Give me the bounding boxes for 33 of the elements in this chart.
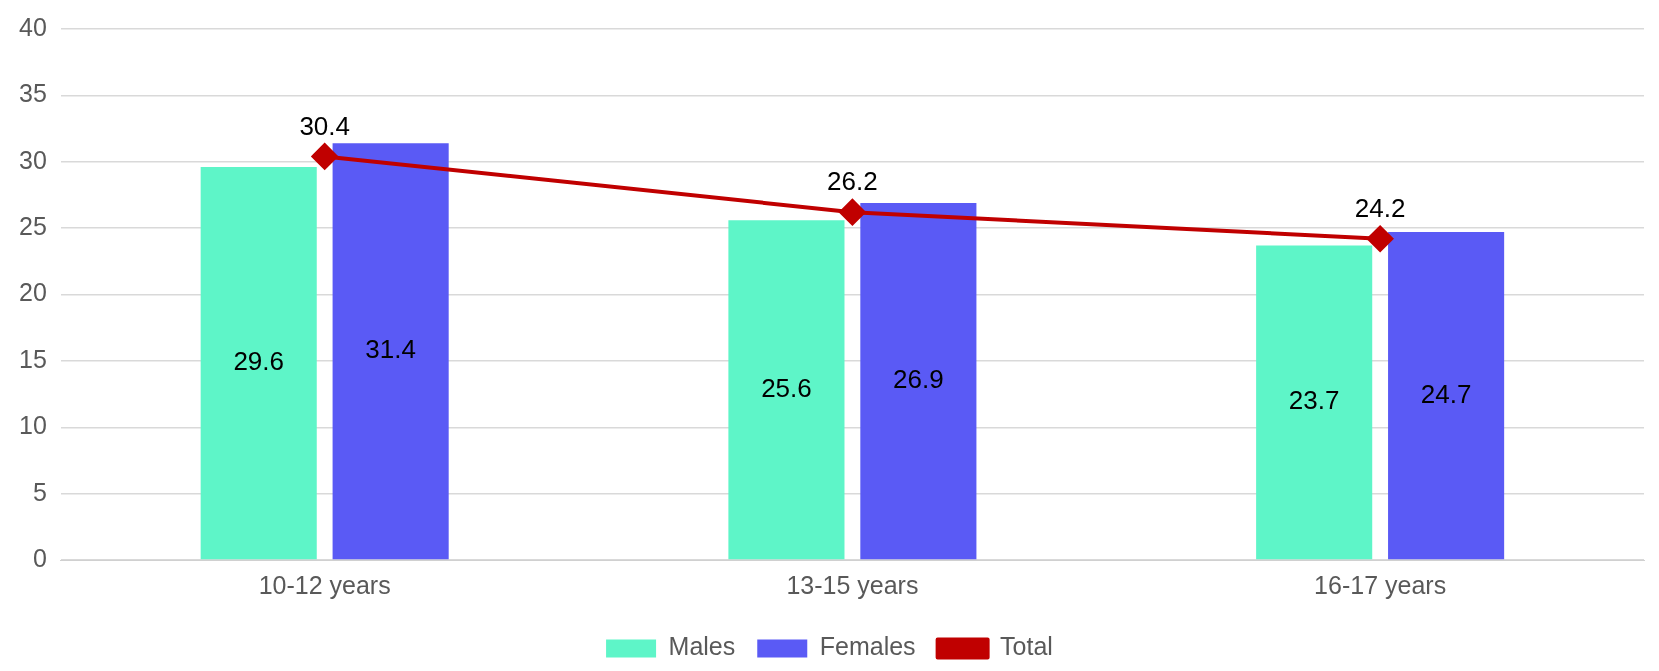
- data-label: 26.2: [827, 166, 878, 197]
- data-label: 24.7: [1420, 378, 1472, 409]
- bar: [860, 202, 977, 560]
- x-tick-label: 16-17 years: [1314, 570, 1447, 599]
- data-label: 24.2: [1354, 192, 1406, 223]
- y-tick-label: 5: [32, 477, 47, 506]
- y-tick-label: 15: [19, 344, 47, 373]
- bar: [1388, 232, 1505, 560]
- legend-label: Total: [1000, 632, 1053, 661]
- data-label: 26.9: [893, 364, 944, 395]
- y-tick-label: 20: [19, 278, 47, 307]
- bar: [728, 220, 845, 560]
- legend-label: Males: [668, 632, 736, 661]
- y-tick-label: 35: [19, 79, 47, 108]
- point: [311, 143, 338, 170]
- x-tick-label: 13-15 years: [786, 570, 919, 599]
- point: [839, 199, 866, 226]
- bar: [200, 167, 317, 560]
- y-tick-label: 30: [19, 145, 47, 174]
- data-label: 31.4: [365, 334, 416, 365]
- x-tick-label: 10-12 years: [258, 570, 391, 599]
- legend-label: Females: [819, 632, 916, 661]
- data-label: 29.6: [233, 346, 285, 377]
- y-tick-label: 25: [19, 212, 47, 241]
- y-tick-label: 0: [32, 543, 47, 572]
- y-tick-label: 10: [19, 411, 47, 440]
- y-tick-label: 40: [19, 12, 47, 41]
- data-label: 23.7: [1288, 385, 1340, 416]
- bar: [332, 143, 449, 560]
- data-label: 25.6: [761, 372, 812, 403]
- bar: [1256, 245, 1373, 560]
- data-label: 30.4: [299, 110, 350, 141]
- point: [1367, 225, 1394, 252]
